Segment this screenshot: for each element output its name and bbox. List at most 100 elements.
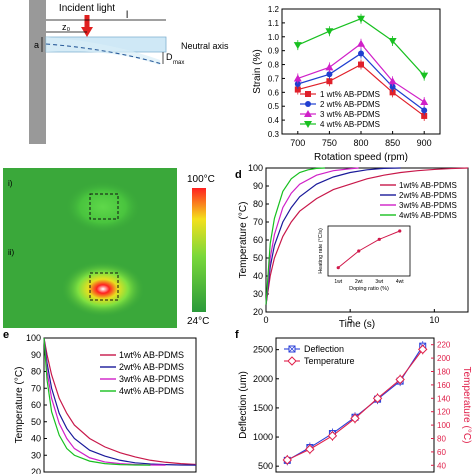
y-tick-label: 60 bbox=[31, 400, 41, 410]
y-tick-label: 0.5 bbox=[268, 102, 280, 111]
y2-tick-label: 220 bbox=[437, 341, 451, 350]
x-tick-label: 850 bbox=[385, 138, 400, 148]
legend-marker bbox=[305, 91, 311, 97]
y-tick-label: 500 bbox=[258, 461, 273, 471]
data-point bbox=[395, 374, 405, 385]
plot-frame bbox=[275, 337, 435, 473]
x-tick-label: 750 bbox=[322, 138, 337, 148]
inset-point bbox=[336, 266, 340, 270]
y-tick-label: 1.1 bbox=[268, 19, 280, 28]
chart-heating-curves: 20 30 40 50 60 70 80 90 100 0 5 10 Time (s) Temperatu… bbox=[238, 163, 469, 330]
series-line bbox=[43, 337, 151, 466]
y-tick-label: 0.8 bbox=[268, 61, 280, 70]
y-tick-label: 0.7 bbox=[268, 74, 280, 83]
legend-label: 4wt% AB-PDMS bbox=[399, 211, 457, 220]
data-point bbox=[388, 77, 397, 85]
y-tick-label: 50 bbox=[253, 253, 263, 263]
y-tick-label: 0.4 bbox=[268, 116, 280, 125]
y2-tick-label: 140 bbox=[437, 394, 451, 403]
data-point bbox=[421, 107, 428, 114]
legend-label: 1wt% AB-PDMS bbox=[399, 181, 457, 190]
data-point bbox=[420, 72, 429, 80]
y-tick-label: 20 bbox=[253, 307, 263, 317]
z0-label: z₀ bbox=[62, 22, 71, 32]
series-line bbox=[43, 337, 197, 466]
x-tick-label: 700 bbox=[290, 138, 305, 148]
dmax-label: D bbox=[166, 52, 173, 62]
neutral-axis-label: Neutral axis bbox=[181, 41, 229, 51]
legend-marker-cross bbox=[288, 345, 296, 353]
legend-label: 2 wt% AB-PDMS bbox=[320, 100, 380, 109]
chart-cooling-curves: 20 30 40 50 60 70 80 90 100 Temperature (°C) 1wt% … bbox=[14, 333, 197, 474]
legend-marker bbox=[304, 121, 312, 128]
legend-label: 1wt% AB-PDMS bbox=[119, 350, 184, 360]
data-point bbox=[326, 71, 333, 78]
x-tick-label: 0 bbox=[263, 315, 268, 325]
y-tick-label: 30 bbox=[31, 450, 41, 460]
x-axis-label: Rotation speed (rpm) bbox=[314, 152, 408, 163]
y-axis-label: Temperature (°C) bbox=[238, 202, 249, 279]
scale-max-label: 100°C bbox=[187, 174, 215, 185]
data-point bbox=[282, 455, 292, 465]
data-point bbox=[389, 83, 396, 90]
series-line bbox=[265, 167, 325, 305]
series-line bbox=[265, 167, 469, 305]
data-point bbox=[294, 86, 301, 93]
data-point bbox=[357, 39, 365, 47]
x-tick-label: 900 bbox=[417, 138, 432, 148]
data-point bbox=[294, 81, 301, 87]
inset-line bbox=[337, 230, 400, 269]
data-point bbox=[389, 89, 396, 96]
y-axis-label: Deflection (um) bbox=[238, 371, 249, 439]
data-point bbox=[388, 37, 397, 45]
series-line bbox=[265, 167, 401, 305]
inset-x-tick-label: 2wt bbox=[355, 279, 363, 285]
y-axis-label: Temperature (°C) bbox=[14, 367, 25, 444]
scale-min-label: 24°C bbox=[187, 316, 209, 327]
y-tick-label: 2000 bbox=[253, 374, 273, 384]
data-point bbox=[293, 42, 302, 50]
y-tick-label: 1.0 bbox=[268, 33, 280, 42]
inset-x-tick-label: 4wt bbox=[396, 279, 404, 285]
inset-frame bbox=[327, 225, 411, 277]
inset-point bbox=[398, 229, 402, 233]
y-tick-label: 50 bbox=[31, 417, 41, 427]
chart-deflection-temperature: 500 1000 1500 2000 2500 40 60 80 100 120 140 160 180… bbox=[238, 337, 472, 473]
y-tick-label: 60 bbox=[253, 235, 263, 245]
y-tick-label: 70 bbox=[31, 383, 41, 393]
y-tick-label: 1.2 bbox=[268, 5, 280, 14]
data-point bbox=[350, 413, 360, 424]
row-label-ii: ii) bbox=[8, 248, 15, 257]
panel-c: c i) ii) 100°C 24°C bbox=[3, 168, 215, 328]
neutral-axis-line bbox=[45, 43, 163, 65]
data-point bbox=[327, 431, 338, 441]
y-tick-label: 30 bbox=[253, 289, 263, 299]
data-point bbox=[358, 61, 364, 68]
panel-label-e: e bbox=[3, 329, 9, 341]
y2-tick-label: 40 bbox=[437, 461, 446, 470]
row-label-i: i) bbox=[8, 179, 13, 188]
x-axis-label: Time (s) bbox=[339, 319, 375, 330]
panel-label-f: f bbox=[235, 329, 239, 341]
panel-a-schematic: Incident light l z₀ a D max Neutral axis bbox=[29, 0, 229, 144]
legend-label: 3 wt% AB-PDMS bbox=[320, 110, 380, 119]
legend-label: 4 wt% AB-PDMS bbox=[320, 120, 380, 129]
data-point bbox=[372, 393, 383, 404]
y2-tick-label: 100 bbox=[437, 421, 451, 430]
incident-light-label: Incident light bbox=[59, 3, 115, 14]
y2-tick-label: 60 bbox=[437, 448, 446, 457]
y-tick-label: 2500 bbox=[253, 345, 273, 355]
y-tick-label: 20 bbox=[31, 467, 41, 474]
legend-label: 1 wt% AB-PDMS bbox=[320, 90, 380, 99]
y-tick-label: 40 bbox=[253, 271, 263, 281]
data-point bbox=[305, 444, 315, 454]
legend-label: 2wt% AB-PDMS bbox=[119, 362, 184, 372]
y-tick-label: 80 bbox=[31, 367, 41, 377]
legend-marker bbox=[287, 356, 297, 366]
legend-label: Temperature bbox=[304, 356, 355, 366]
inset-y-axis-label: Heating rate (°C/s) bbox=[318, 228, 324, 274]
thermal-spot-i bbox=[65, 181, 141, 233]
dmax-subscript: max bbox=[173, 60, 184, 66]
y-tick-label: 100 bbox=[248, 163, 263, 173]
